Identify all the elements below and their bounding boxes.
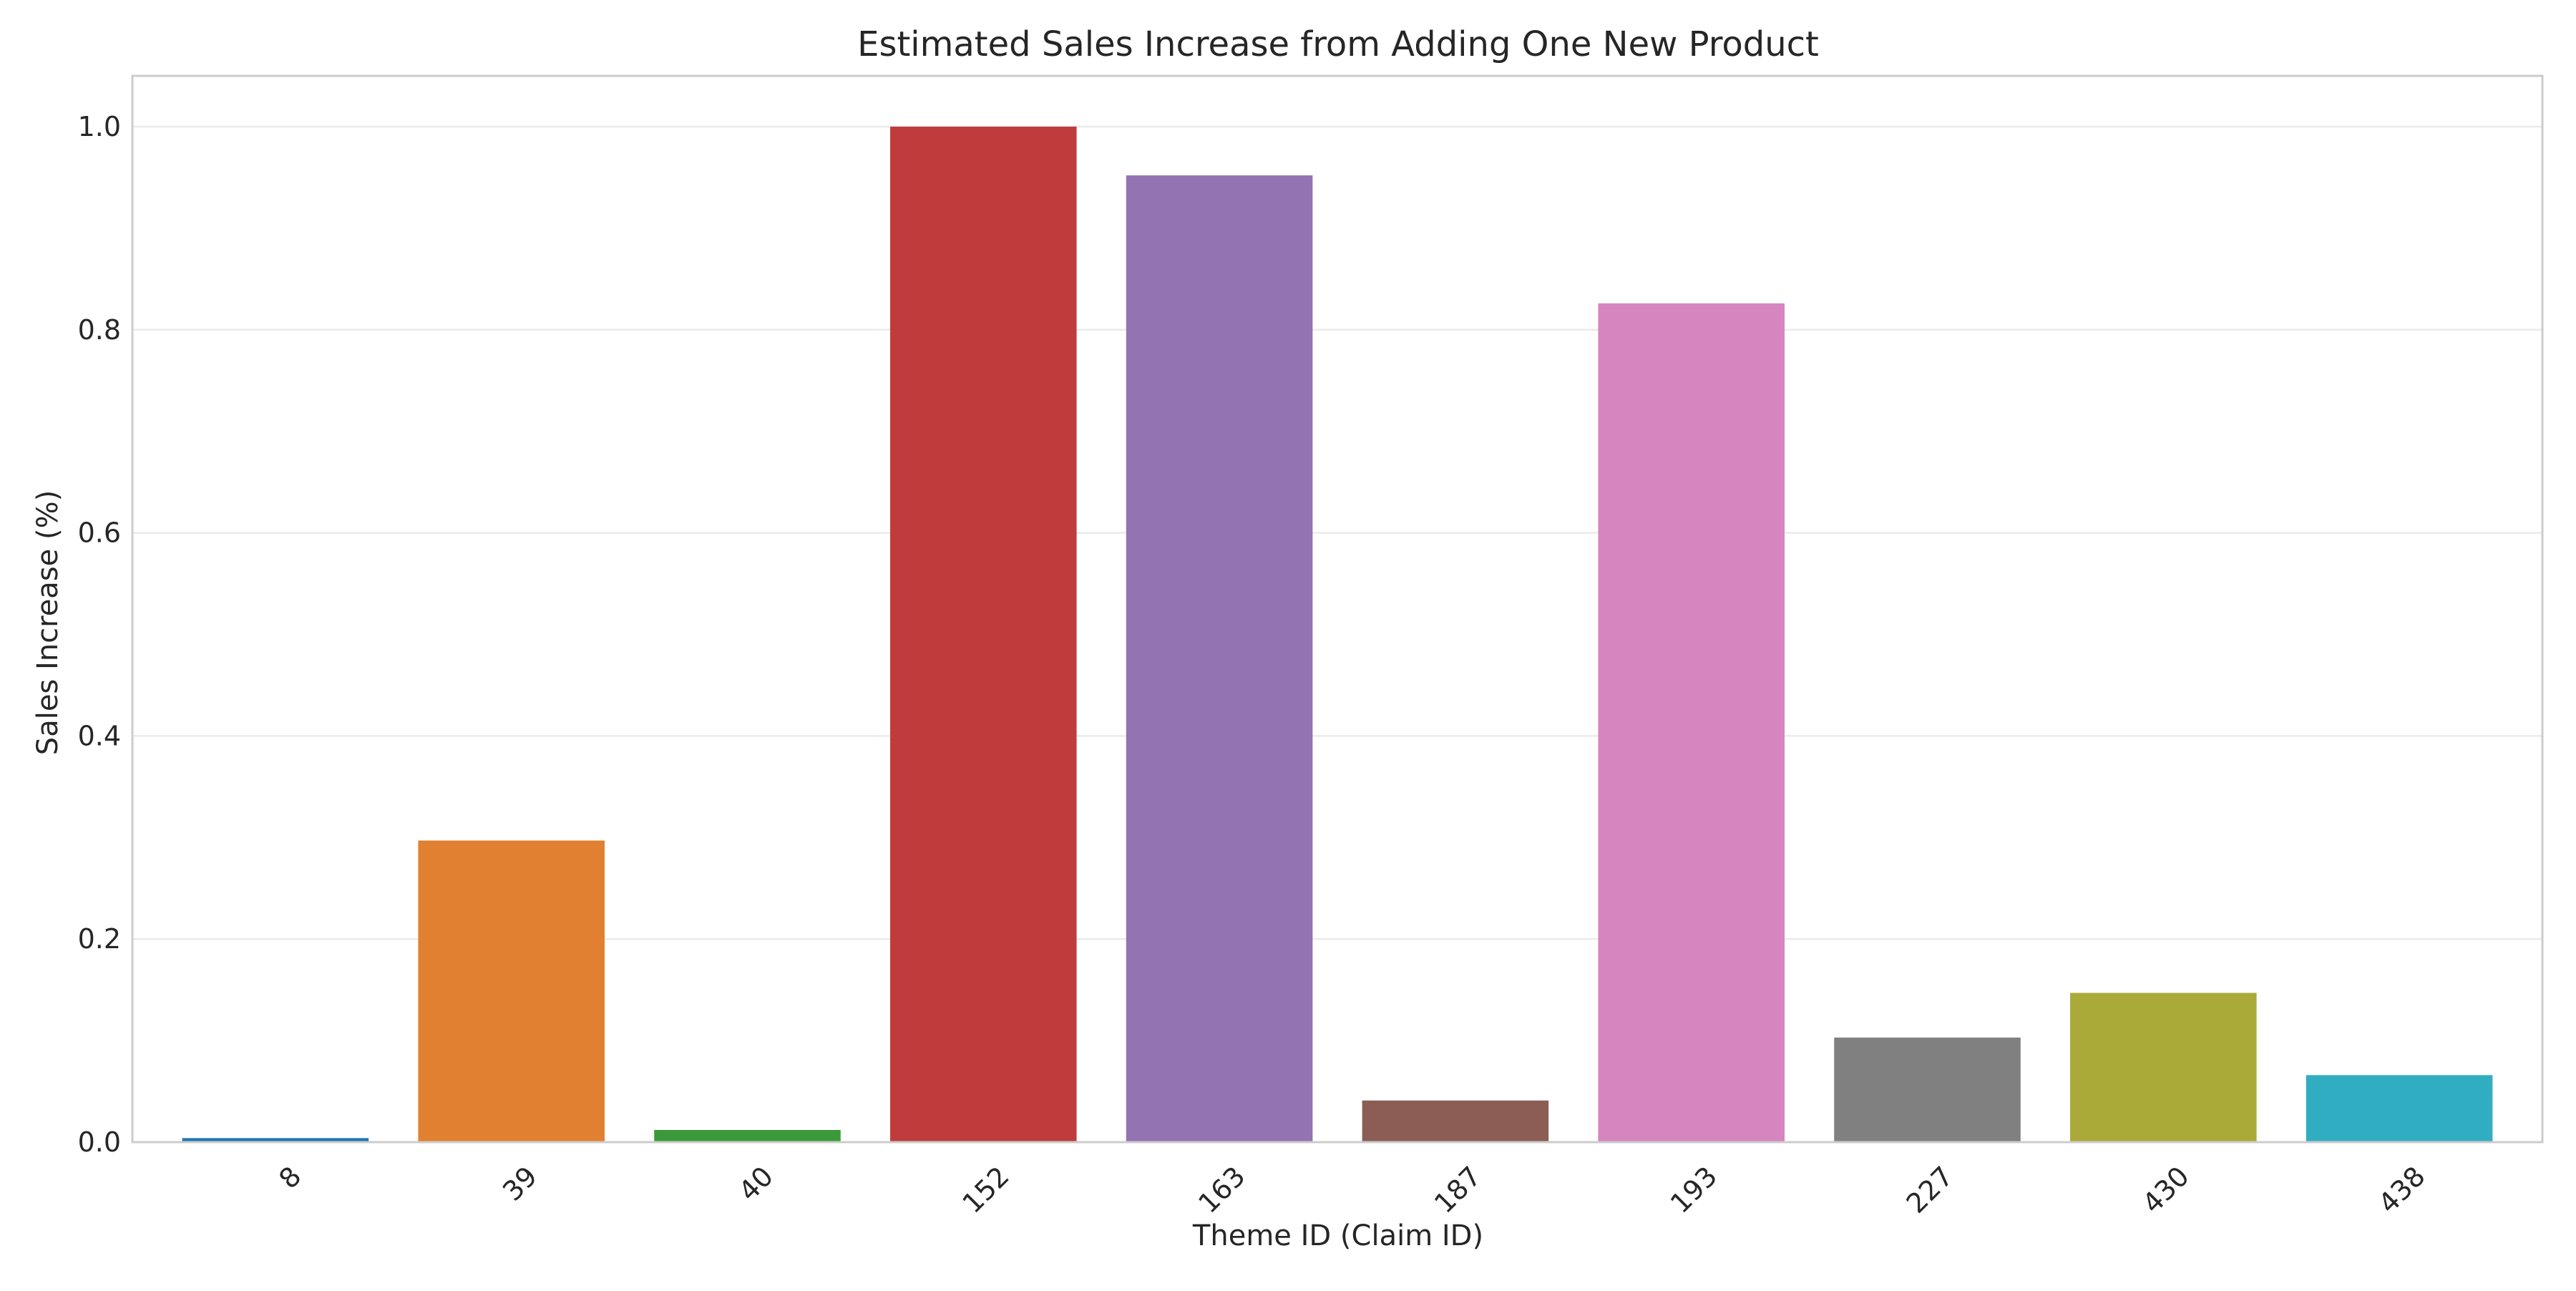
y-tick-label: 0.6 xyxy=(78,517,121,549)
x-tick-label: 163 xyxy=(1192,1160,1251,1219)
bar-39 xyxy=(418,840,605,1142)
chart-title: Estimated Sales Increase from Adding One… xyxy=(857,24,1819,64)
bar-163 xyxy=(1126,175,1313,1143)
y-axis-ticks: 0.0 0.2 0.4 0.6 0.8 1.0 xyxy=(78,111,121,1158)
bars xyxy=(182,126,2493,1143)
y-tick-label: 1.0 xyxy=(78,111,121,142)
y-tick-label: 0.8 xyxy=(78,314,121,346)
bar-152 xyxy=(890,126,1077,1142)
bar-8 xyxy=(182,1138,369,1142)
bar-193 xyxy=(1598,303,1785,1142)
bar-438 xyxy=(2306,1075,2493,1142)
x-axis-ticks: 8 39 40 152 163 187 193 227 430 438 xyxy=(273,1160,2431,1219)
y-axis-label: Sales Increase (%) xyxy=(31,490,64,755)
y-tick-label: 0.4 xyxy=(78,720,121,751)
x-tick-label: 193 xyxy=(1664,1160,1723,1219)
x-axis-label: Theme ID (Claim ID) xyxy=(1192,1219,1483,1252)
y-tick-label: 0.0 xyxy=(78,1126,121,1158)
x-tick-label: 227 xyxy=(1901,1160,1959,1219)
bar-40 xyxy=(654,1129,841,1142)
x-tick-label: 152 xyxy=(956,1160,1015,1219)
x-tick-label: 187 xyxy=(1428,1160,1487,1219)
x-tick-label: 39 xyxy=(497,1160,543,1207)
bar-187 xyxy=(1362,1100,1549,1142)
y-tick-label: 0.2 xyxy=(78,923,121,955)
x-tick-label: 40 xyxy=(733,1160,779,1207)
x-tick-label: 8 xyxy=(273,1160,307,1194)
plot-frame xyxy=(131,74,2544,1144)
bar-227 xyxy=(1834,1037,2021,1142)
bar-430 xyxy=(2070,993,2257,1142)
x-tick-label: 430 xyxy=(2136,1160,2195,1219)
x-tick-label: 438 xyxy=(2372,1160,2431,1219)
